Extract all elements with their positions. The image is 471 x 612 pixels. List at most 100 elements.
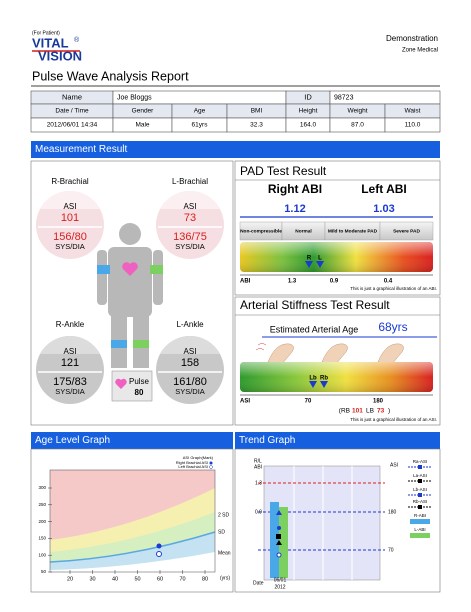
- scale-tick: 0.4: [384, 279, 393, 285]
- legend-mark: [209, 461, 213, 465]
- section-bar: [31, 141, 440, 158]
- x-label: Date: [253, 580, 264, 586]
- bp-unit: SYS/DIA: [175, 242, 205, 251]
- legend-swatch: [410, 519, 430, 524]
- note: This is just a graphical illustration of…: [350, 286, 437, 291]
- column-value: 87.0: [351, 122, 364, 129]
- abi-markers: [305, 261, 324, 268]
- legend-label: Lb-ASI: [413, 487, 427, 492]
- cuff: [111, 340, 127, 348]
- rb: 101: [352, 408, 363, 415]
- x-unit: (yrs): [220, 575, 230, 581]
- band-low: [50, 552, 215, 572]
- for-patient: (For Patient): [32, 30, 60, 36]
- right-axis: ASI: [390, 462, 398, 468]
- category: Mild to Moderate PAD: [328, 228, 378, 234]
- y-tick-label: 250: [38, 502, 46, 507]
- left-abi: 1.03: [373, 203, 394, 215]
- org-sub: Zone Medical: [402, 48, 438, 54]
- column-label: Gender: [132, 108, 155, 115]
- pad-title: PAD Test Result: [240, 164, 327, 178]
- trend-title: Trend Graph: [239, 435, 295, 446]
- asi-label: ASI: [64, 347, 77, 356]
- hand-illustration: [255, 343, 404, 365]
- x-tick-label: 60: [157, 576, 163, 582]
- scale-tick: 1.3: [288, 279, 297, 285]
- column-value: 61yrs: [192, 122, 209, 129]
- arm: [153, 250, 163, 305]
- bp-unit: SYS/DIA: [55, 242, 85, 251]
- legend-label: La-ASI: [413, 473, 427, 478]
- cuff: [133, 340, 149, 348]
- scale-label: ASI: [240, 399, 250, 405]
- marker: [276, 510, 282, 515]
- asi: 73: [184, 212, 196, 224]
- x-tick-label: 80: [202, 576, 208, 582]
- cuff: [97, 265, 110, 274]
- y-tick-label: 200: [38, 519, 46, 524]
- logo-top: VITAL: [32, 35, 69, 50]
- cuff: [150, 265, 163, 274]
- asi-title: Arterial Stiffness Test Result: [240, 298, 390, 312]
- asi-label: ASI: [64, 202, 77, 211]
- bp-unit: SYS/DIA: [55, 387, 85, 396]
- plot-frame: [49, 469, 216, 573]
- legend-label: R-ABI: [414, 513, 426, 518]
- mean-curve: [49, 531, 216, 563]
- wave: [255, 343, 267, 351]
- band-label: SD: [218, 529, 225, 535]
- category: Normal: [295, 228, 312, 234]
- site-name: L-Brachial: [172, 177, 208, 186]
- bp: 156/80: [53, 231, 87, 243]
- column-label: Height: [299, 108, 318, 115]
- org: Demonstration: [386, 34, 438, 43]
- site-cap: [160, 191, 220, 209]
- close: ): [388, 408, 390, 415]
- left-tick: 1.3: [255, 480, 262, 486]
- left-point: [156, 551, 162, 557]
- column-value: Male: [135, 122, 149, 129]
- left-axis: ABI: [254, 464, 262, 470]
- bp: 161/80: [173, 376, 207, 388]
- left-axis: R/L: [254, 458, 262, 464]
- age-graph-title: Age Level Graph: [35, 435, 110, 446]
- site-cap: [160, 336, 220, 354]
- legend-swatch: [410, 533, 430, 538]
- lb: 73: [377, 408, 385, 415]
- x-tick-label: 70: [179, 576, 185, 582]
- asi: 121: [61, 357, 79, 369]
- site-name: L-Ankle: [176, 320, 204, 329]
- band-label: 2 SD: [218, 512, 230, 518]
- marker: [277, 526, 281, 530]
- name-label: Name: [62, 92, 82, 101]
- right-tick: 70: [388, 547, 394, 553]
- category: Severe PAD: [393, 228, 420, 234]
- site-name: R-Ankle: [56, 320, 85, 329]
- legend-mark: [209, 465, 213, 469]
- legend: ASI Graph(Mark): [183, 455, 214, 460]
- year: 2012: [274, 584, 285, 590]
- site-cap: [40, 336, 100, 354]
- arterial-age: 68yrs: [378, 320, 407, 334]
- left-abi-label: Left ABI: [361, 182, 407, 196]
- column-value: 32.3: [250, 122, 263, 129]
- asi: 158: [181, 357, 199, 369]
- marker: [276, 534, 281, 539]
- pulse: 80: [135, 388, 144, 397]
- section-bar: [235, 432, 440, 449]
- patient-table: Name Joe Bloggs ID 98723 Date / Time 2012…: [30, 90, 441, 133]
- date: 06/01: [274, 577, 287, 583]
- left-tick: 0.9: [255, 509, 262, 515]
- legend-mark: [418, 505, 422, 509]
- site-name: R-Brachial: [51, 177, 89, 186]
- column-value: 110.0: [405, 122, 421, 129]
- section-title: Measurement Result: [35, 144, 127, 155]
- asi-label: ASI: [184, 347, 197, 356]
- rb-label: (RB: [339, 408, 350, 415]
- column-label: Weight: [347, 108, 367, 115]
- asi-bar-shine: [240, 362, 433, 392]
- column-value: 164.0: [300, 122, 317, 129]
- legend-mark: [418, 465, 422, 469]
- legend-label: L-ABI: [414, 527, 425, 532]
